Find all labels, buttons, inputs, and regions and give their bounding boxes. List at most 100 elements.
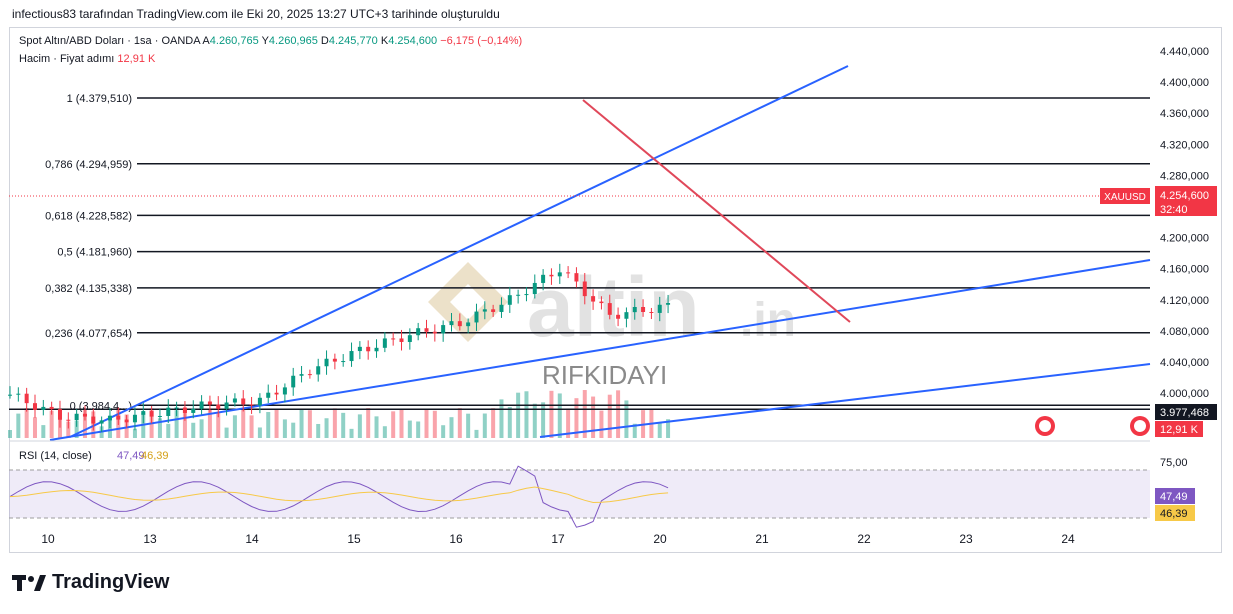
level-tag	[1155, 404, 1217, 420]
volume-bar	[157, 418, 162, 438]
volume-bar	[424, 409, 429, 438]
open-label: A	[202, 35, 210, 47]
tradingview-logo[interactable]: TradingView	[12, 571, 169, 594]
candle-body	[641, 306, 646, 312]
rsi-ma-tag-text: 46,39	[1160, 508, 1188, 520]
candle-body	[291, 375, 296, 388]
tradingview-logo-text: TradingView	[52, 571, 170, 593]
volume-bar	[582, 390, 587, 438]
candle-body	[32, 403, 37, 410]
volume-bar	[291, 422, 296, 438]
x-tick-3: 15	[347, 532, 361, 546]
x-tick-4: 16	[449, 532, 463, 546]
candle-body	[599, 301, 604, 304]
y-tick-8: 4.080,000	[1160, 326, 1209, 338]
fib-label-0: 1 (4.379,510)	[67, 93, 132, 105]
candle-body	[666, 303, 671, 305]
ohlc-legend: Spot Altın/ABD Doları · 1sa · OANDA A4.2…	[19, 35, 522, 47]
rsi-ma-tag	[1155, 505, 1195, 521]
volume-bar	[432, 410, 437, 438]
volume-bar	[282, 419, 287, 438]
rising-trendline-bottom[interactable]	[539, 363, 1151, 438]
candle-body	[199, 401, 204, 409]
time-axis: 10 13 14 15 16 17 20 21 22 23 24	[41, 532, 1075, 546]
fib-label-4: 0,382 (4.135,338)	[45, 283, 132, 295]
watermark-brand: altin	[527, 260, 700, 354]
candle-body	[432, 331, 437, 334]
volume-bar	[241, 408, 246, 438]
candle-body	[241, 398, 246, 405]
candle-body	[574, 273, 579, 282]
fibonacci-levels: 1 (4.379,510) 0,786 (4.294,959) 0,618 (4.2…	[9, 93, 1150, 412]
candle-body	[457, 321, 462, 327]
symbol-tag-text: XAUUSD	[1104, 192, 1146, 203]
altin-logo-inner-icon	[450, 284, 486, 320]
candle-body	[57, 409, 62, 420]
candle-body	[182, 407, 187, 413]
volume-bar	[574, 398, 579, 438]
volume-bar	[416, 421, 421, 438]
high-value: 4.260,965	[268, 35, 318, 47]
countdown-text: 32:40	[1160, 204, 1188, 216]
last-price-text: 4.254,600	[1160, 190, 1209, 202]
candle-body	[141, 411, 146, 415]
volume-bar	[232, 415, 237, 438]
volume-bar	[466, 413, 471, 438]
candle-body	[491, 309, 496, 312]
altin-logo-icon	[428, 262, 508, 342]
rising-trendline[interactable]	[69, 65, 849, 438]
volume-bar	[316, 423, 321, 438]
watermark-author: RIFKIDAYI	[542, 360, 667, 390]
candle-body	[549, 274, 554, 277]
volume-bar	[507, 406, 512, 438]
rsi-value-tag-text: 47,49	[1160, 491, 1188, 503]
volume-tag	[1155, 421, 1203, 437]
volume-bar	[299, 409, 304, 438]
rising-trendline-lower[interactable]	[49, 259, 1151, 441]
low-label: D	[320, 35, 329, 47]
candle-body	[316, 366, 321, 375]
volume-bar	[341, 412, 346, 438]
volume-bar	[191, 422, 196, 438]
volume-bar	[666, 419, 671, 438]
resistance-trendline[interactable]	[582, 99, 851, 323]
candle-body	[649, 311, 654, 313]
volume-bar	[216, 412, 221, 438]
close-label: K	[380, 35, 389, 47]
volume-bar	[207, 408, 212, 438]
candle-body	[482, 309, 487, 312]
volume-bar	[324, 418, 329, 438]
candle-body	[582, 281, 587, 297]
candle-body	[282, 387, 287, 395]
x-tick-0: 10	[41, 532, 55, 546]
volume-bar	[374, 416, 379, 438]
candle-body	[299, 374, 304, 376]
volume-bar	[541, 402, 546, 438]
volume-bar	[616, 390, 621, 438]
candle-body	[349, 351, 354, 362]
rsi-value-tag	[1155, 488, 1195, 504]
candle-body	[532, 282, 537, 295]
tradingview-logo-icon	[12, 574, 46, 591]
us-flag-inner-icon	[1039, 420, 1051, 432]
volume-bar	[607, 394, 612, 438]
candle-body	[332, 358, 337, 362]
trendlines	[9, 65, 1151, 441]
volume-bar	[174, 410, 179, 438]
candle-body	[541, 274, 546, 283]
chart-frame[interactable]	[9, 27, 1222, 553]
candle-body	[216, 404, 221, 409]
y-tick-5: 4.200,000	[1160, 233, 1209, 245]
candle-body	[524, 294, 529, 296]
candle-body	[191, 408, 196, 413]
volume-bar	[274, 408, 279, 438]
volume-bar	[66, 421, 71, 438]
level-tag-text: 3.977,468	[1160, 407, 1209, 419]
y-tick-2: 4.360,000	[1160, 108, 1209, 120]
volume-bar	[532, 403, 537, 438]
candle-body	[207, 401, 212, 405]
volume-bar	[32, 417, 37, 438]
volume-bar	[524, 391, 529, 438]
volume-bar	[399, 408, 404, 438]
